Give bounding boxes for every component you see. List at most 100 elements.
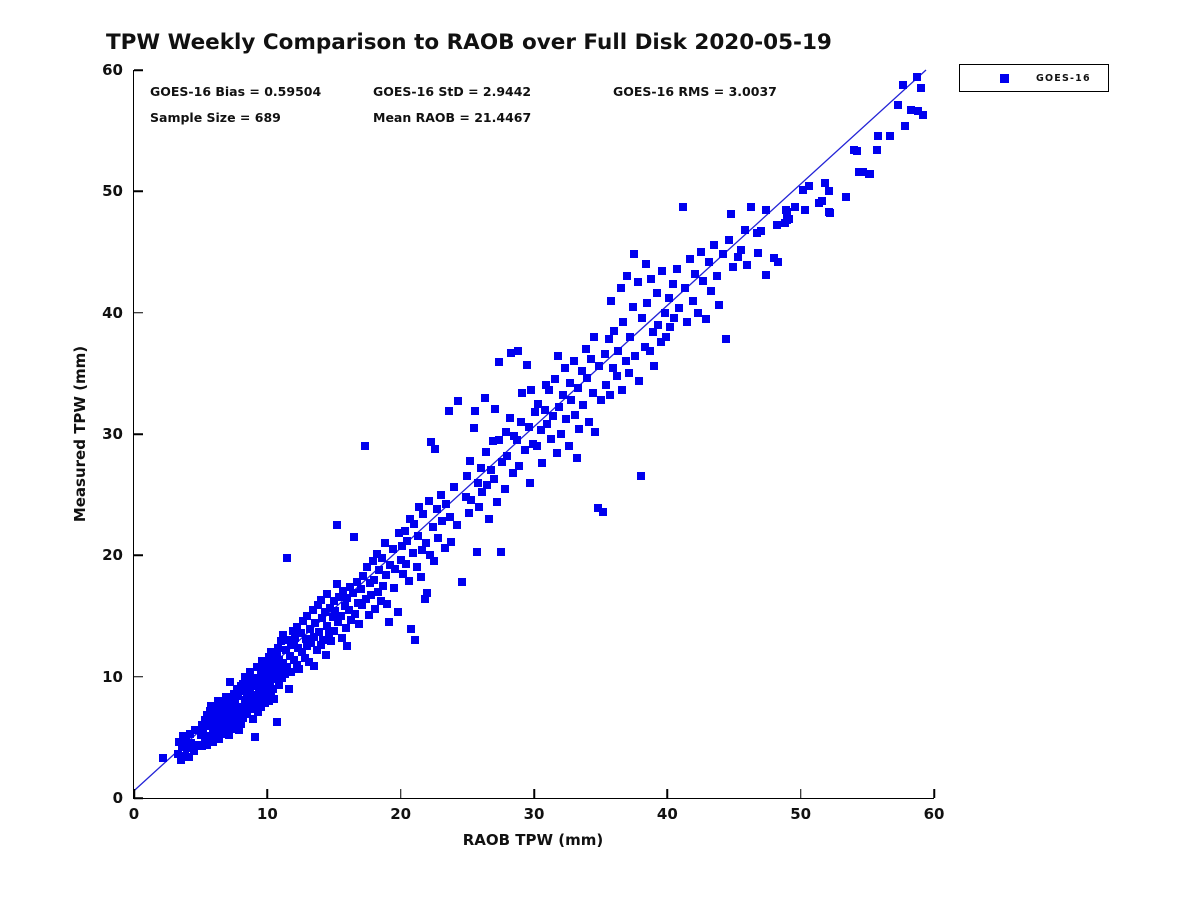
scatter-point bbox=[899, 80, 908, 89]
scatter-point bbox=[423, 588, 432, 597]
scatter-point bbox=[532, 442, 541, 451]
scatter-point bbox=[394, 608, 402, 617]
scatter-point bbox=[547, 434, 556, 443]
scatter-point bbox=[572, 454, 581, 463]
scatter-point bbox=[544, 386, 553, 395]
scatter-point bbox=[315, 627, 324, 636]
scatter-point bbox=[502, 427, 510, 436]
scatter-point bbox=[320, 608, 329, 617]
x-tick-label: 50 bbox=[790, 805, 812, 823]
scatter-point bbox=[335, 592, 344, 601]
scatter-point bbox=[334, 618, 342, 627]
scatter-point bbox=[470, 423, 478, 432]
scatter-point bbox=[606, 391, 614, 400]
plot-area: 0 10 20 30 40 50 60 0 10 20 30 40 50 60 bbox=[102, 61, 944, 823]
scatter-point bbox=[416, 573, 425, 582]
scatter-point bbox=[596, 396, 605, 405]
scatter-point bbox=[199, 727, 208, 736]
scatter-point bbox=[616, 284, 625, 293]
scatter-point bbox=[243, 710, 252, 719]
scatter-point bbox=[267, 648, 276, 657]
scatter-point bbox=[656, 337, 665, 346]
scatter-point bbox=[259, 693, 268, 702]
scatter-point bbox=[294, 643, 302, 652]
scatter-point bbox=[352, 578, 361, 587]
scatter-point bbox=[635, 376, 644, 385]
scatter-point bbox=[662, 332, 670, 341]
x-tick-label: 30 bbox=[523, 805, 545, 823]
scatter-point bbox=[408, 548, 417, 557]
scatter-point bbox=[540, 405, 549, 414]
scatter-point bbox=[624, 369, 633, 378]
scatter-point bbox=[472, 547, 481, 556]
scatter-point bbox=[374, 587, 382, 596]
scatter-point bbox=[638, 313, 646, 322]
x-tick bbox=[133, 789, 135, 798]
scatter-point bbox=[551, 375, 560, 384]
scatter-point bbox=[251, 700, 260, 709]
scatter-point bbox=[264, 653, 273, 662]
scatter-point bbox=[208, 738, 217, 747]
scatter-point bbox=[791, 203, 800, 212]
scatter-point bbox=[608, 364, 617, 373]
scatter-point bbox=[274, 643, 282, 652]
scatter-point bbox=[826, 209, 834, 218]
scatter-point bbox=[247, 682, 256, 691]
scatter-point bbox=[824, 187, 833, 196]
scatter-point bbox=[355, 620, 364, 629]
x-tick-label: 0 bbox=[128, 805, 140, 823]
stats-mean-raob: Mean RAOB = 21.4467 bbox=[373, 110, 532, 125]
scatter-point bbox=[207, 701, 216, 710]
scatter-point bbox=[224, 701, 233, 710]
scatter-point bbox=[375, 565, 384, 574]
scatter-point bbox=[272, 717, 281, 726]
scatter-point bbox=[466, 456, 474, 465]
scatter-point bbox=[482, 448, 490, 457]
scatter-point bbox=[658, 267, 666, 276]
scatter-point bbox=[587, 354, 596, 363]
scatter-point bbox=[688, 296, 697, 305]
scatter-point bbox=[488, 437, 497, 446]
scatter-point bbox=[404, 576, 413, 585]
scatter-point bbox=[520, 445, 529, 454]
scatter-point bbox=[306, 625, 314, 634]
scatter-point bbox=[251, 733, 260, 742]
scatter-point bbox=[332, 580, 341, 589]
scatter-point bbox=[578, 366, 586, 375]
scatter-point bbox=[279, 631, 288, 640]
scatter-point bbox=[379, 581, 388, 590]
scatter-point bbox=[852, 147, 861, 156]
scatter-point bbox=[182, 735, 190, 744]
scatter-point bbox=[543, 420, 552, 429]
scatter-point bbox=[607, 296, 616, 305]
scatter-point bbox=[326, 603, 334, 612]
scatter-point bbox=[820, 178, 829, 187]
scatter-point bbox=[783, 216, 792, 225]
scatter-point bbox=[474, 478, 482, 487]
scatter-point bbox=[626, 332, 634, 341]
scatter-point bbox=[402, 559, 410, 568]
scatter-point bbox=[756, 227, 765, 236]
y-tick-label: 10 bbox=[102, 667, 123, 686]
scatter-point bbox=[198, 721, 206, 730]
scatter-point bbox=[492, 497, 501, 506]
scatter-point bbox=[384, 618, 393, 627]
scatter-point bbox=[574, 383, 582, 392]
legend-label: GOES-16 bbox=[1036, 72, 1091, 84]
scatter-point bbox=[570, 357, 578, 366]
legend: GOES-16 bbox=[959, 64, 1109, 92]
scatter-point bbox=[174, 750, 182, 759]
scatter-point bbox=[582, 345, 590, 354]
scatter-point bbox=[490, 474, 498, 483]
x-tick bbox=[266, 789, 269, 798]
scatter-point bbox=[159, 753, 168, 762]
scatter-point bbox=[916, 84, 925, 93]
scatter-point bbox=[498, 457, 506, 466]
scatter-point bbox=[418, 546, 426, 555]
scatter-point bbox=[747, 203, 756, 212]
scatter-point bbox=[263, 682, 272, 691]
scatter-point bbox=[275, 681, 284, 690]
scatter-point bbox=[412, 563, 421, 572]
scatter-point bbox=[527, 386, 536, 395]
